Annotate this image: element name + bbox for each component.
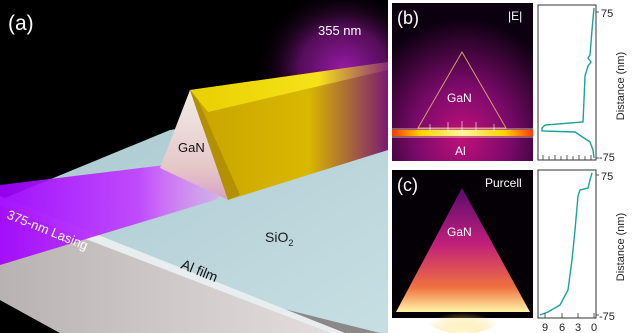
- purcell-hotspot: [423, 290, 503, 333]
- purcell-xtick: 6: [559, 322, 565, 333]
- nanowire-end-facet: [160, 90, 228, 200]
- purcell-quantity: Purcell: [485, 176, 522, 190]
- purcell-xtick: 0: [591, 322, 597, 333]
- panel-c: (c) Purcell GaN 75 -75 Distance (nm) 9 6…: [392, 169, 627, 333]
- panel-c-label: (c): [397, 175, 418, 195]
- purcell-triangle: [396, 188, 530, 312]
- purcell-profile-ticks: [544, 174, 599, 318]
- panel-a-label: (a): [8, 12, 34, 35]
- purcell-profile-curve: [539, 172, 593, 316]
- e-field-quantity: |E|: [508, 9, 522, 23]
- e-field-al-label: Al: [455, 144, 466, 158]
- nanowire-top: [190, 62, 388, 112]
- panel-b: (b) |E| GaN Al 75 -75 Distance (nm): [392, 3, 627, 164]
- divider: [388, 0, 392, 333]
- e-field-hotspot-band: [392, 130, 533, 136]
- substrate-label: SiO2: [265, 229, 293, 248]
- e-profile-ytick-top: 75: [601, 8, 613, 20]
- e-profile-yaxis-label: Distance (nm): [615, 52, 627, 120]
- nanowire-label: GaN: [178, 140, 205, 155]
- e-profile-frame: [537, 4, 597, 161]
- nanowire-edge: [190, 90, 240, 200]
- e-field-arrows: [429, 121, 495, 131]
- purcell-profile-frame: [537, 169, 597, 319]
- e-profile-ticks: [542, 11, 599, 160]
- excitation-label: 355 nm: [318, 23, 361, 38]
- e-profile-ytick-bottom: -75: [599, 152, 615, 164]
- purcell-gan-label: GaN: [447, 225, 472, 239]
- e-profile-curve: [541, 7, 595, 159]
- purcell-xtick: 3: [575, 322, 581, 333]
- lasing-beam: [0, 162, 232, 265]
- e-field-gan-label: GaN: [447, 91, 472, 105]
- panel-b-label: (b): [397, 8, 419, 28]
- purcell-xtick: 9: [542, 322, 548, 333]
- purcell-ytick-top: 75: [601, 171, 613, 183]
- purcell-yaxis-label: Distance (nm): [615, 213, 627, 281]
- purcell-ytick-bottom: -75: [599, 311, 615, 323]
- panel-a: (a) 355 nm GaN 375-nm Lasing SiO2 Al fil…: [0, 0, 388, 333]
